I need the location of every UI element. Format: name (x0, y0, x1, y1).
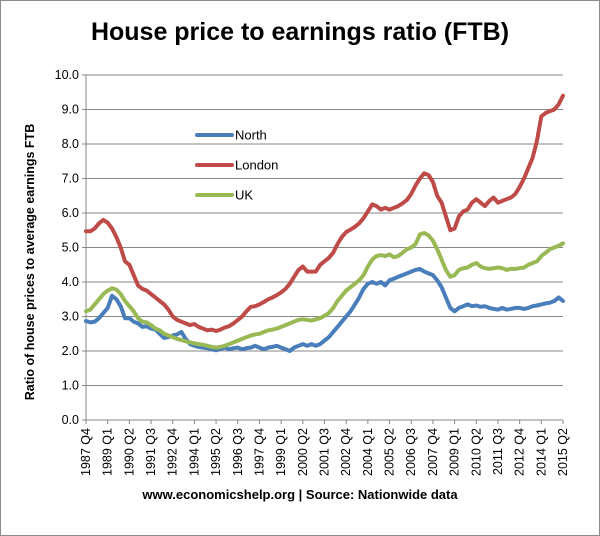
y-tick-label: 4.0 (62, 275, 79, 289)
x-tick-label: 2000 Q2 (296, 428, 310, 476)
y-tick-label: 5.0 (62, 241, 79, 255)
x-tick-label: 2006 Q3 (404, 428, 418, 476)
x-tick-label: 1991 Q3 (144, 428, 158, 476)
x-tick-label: 2009 Q1 (448, 428, 462, 476)
x-tick-label: 1990 Q2 (122, 428, 136, 476)
series-line-london (84, 93, 565, 333)
x-tick-label: 1989 Q1 (101, 428, 115, 476)
series-lines (84, 93, 565, 353)
x-tick-label: 1996 Q3 (231, 428, 245, 476)
legend-label-london: London (235, 158, 278, 173)
chart-title: House price to earnings ratio (FTB) (90, 18, 510, 46)
x-tick-label: 2010 Q2 (469, 428, 483, 476)
y-tick-label: 0.0 (62, 413, 79, 427)
y-tick-labels: 0.0 1.0 2.0 3.0 4.0 5.0 6.0 7.0 8.0 9.0 10.0 (55, 68, 79, 427)
x-tick-label: 1987 Q4 (79, 428, 93, 476)
y-tick-label: 3.0 (62, 310, 79, 324)
legend-label-uk: UK (235, 188, 253, 203)
legend: North London UK (195, 128, 278, 203)
x-tick-label: 2012 Q4 (513, 428, 527, 476)
x-tick-label: 2014 Q1 (534, 428, 548, 476)
x-tick-label: 2015 Q2 (556, 428, 570, 476)
series-line-uk (84, 231, 565, 350)
y-tick-label: 6.0 (62, 206, 79, 220)
axes (82, 74, 564, 424)
y-tick-label: 7.0 (62, 172, 79, 186)
y-tick-label: 2.0 (62, 344, 79, 358)
x-tick-label: 1999 Q1 (274, 428, 288, 476)
series-line-north (84, 266, 565, 353)
x-tick-labels: 1987 Q4 1989 Q1 1990 Q2 1991 Q3 1992 Q4 1994 … (79, 428, 570, 476)
x-tick-label: 1992 Q4 (166, 428, 180, 476)
x-tick-label: 2002 Q4 (339, 428, 353, 476)
y-tick-label: 8.0 (62, 137, 79, 151)
legend-label-north: North (235, 128, 267, 143)
x-tick-label: 1995 Q2 (209, 428, 223, 476)
source-note: www.economicshelp.org | Source: Nationwi… (142, 487, 458, 502)
x-tick-label: 2004 Q1 (361, 428, 375, 476)
x-tick-label: 2005 Q2 (383, 428, 397, 476)
x-tick-label: 2007 Q4 (426, 428, 440, 476)
y-tick-label: 10.0 (55, 68, 79, 82)
x-tick-label: 1997 Q4 (252, 428, 266, 476)
y-tick-label: 1.0 (62, 379, 79, 393)
x-tick-label: 2011 Q3 (491, 428, 505, 475)
y-tick-label: 9.0 (62, 103, 79, 117)
x-tick-label: 1994 Q1 (187, 428, 201, 476)
x-tick-label: 2001 Q3 (318, 428, 332, 476)
